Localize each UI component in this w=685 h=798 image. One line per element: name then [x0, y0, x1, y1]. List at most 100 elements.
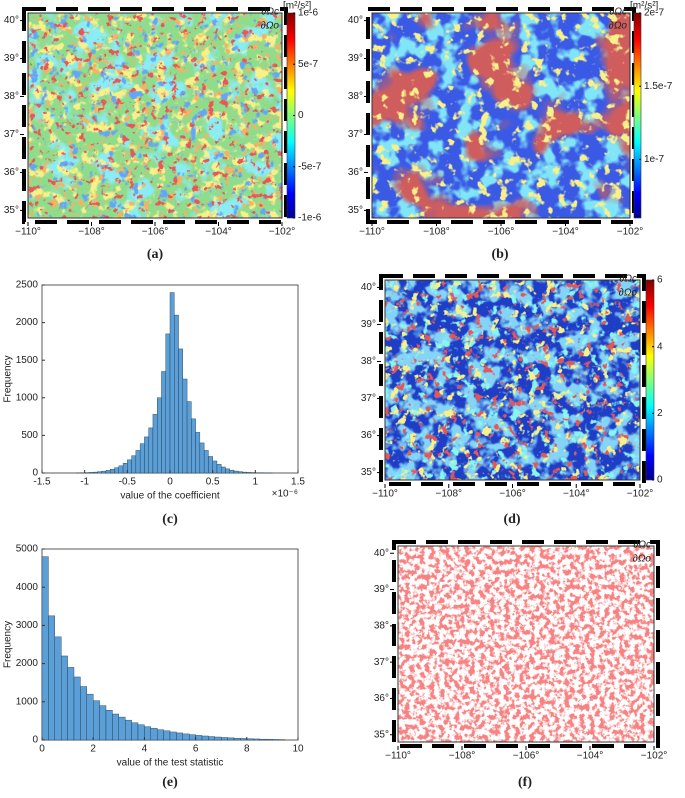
bar — [106, 710, 112, 740]
bar — [204, 450, 208, 473]
y-tick-label: 0 — [32, 468, 38, 479]
bar — [93, 701, 99, 740]
y-axis-label: Frequency — [3, 355, 14, 402]
bar — [157, 730, 163, 740]
y-tick-label: 36° — [348, 167, 363, 178]
bar — [176, 733, 182, 740]
y-tick-label: 35° — [4, 205, 19, 216]
x-tick-label: −110° — [15, 227, 41, 238]
x-tick-label: −104° — [552, 227, 579, 238]
y-tick-label: 38° — [374, 620, 389, 631]
bar — [260, 739, 266, 740]
colorbar-tick-label: 2 — [657, 408, 663, 419]
panel-label: (c) — [162, 512, 178, 527]
bar — [68, 667, 74, 740]
bar — [196, 735, 202, 740]
colorbar-unit: [m²/s²] — [283, 1, 312, 12]
bar — [234, 471, 238, 473]
bar — [132, 456, 136, 473]
y-tick-label: 40° — [348, 15, 363, 26]
y-tick-label: 39° — [4, 53, 19, 64]
x-tick-label: −104° — [205, 227, 232, 238]
boundary-label: ∂Ωc — [609, 7, 627, 18]
panel: −110°−108°−106°−104°−102°35°36°37°38°39°… — [374, 540, 667, 791]
y-tick-label: 39° — [374, 584, 389, 595]
bar — [221, 467, 225, 473]
colorbar-tick-label: 6 — [657, 275, 663, 286]
x-axis-label: value of the coefficient — [120, 491, 220, 502]
x-tick-label: −106° — [499, 489, 526, 500]
bar — [238, 472, 242, 473]
x-tick-label: −110° — [359, 227, 385, 238]
bar — [196, 432, 200, 473]
x-tick-label: -1 — [80, 477, 89, 488]
bar — [119, 466, 123, 473]
x-tick-label: 8 — [244, 744, 250, 755]
y-tick-label: 500 — [21, 430, 38, 441]
y-tick-label: 39° — [348, 53, 363, 64]
bar — [87, 694, 93, 740]
bar — [74, 677, 80, 740]
colorbar-unit: [m²/s²] — [630, 1, 659, 12]
x-tick-label: −102° — [269, 227, 296, 238]
panel: −110°−108°−106°−104°−102°35°36°37°38°39°… — [361, 274, 663, 528]
boundary-label: ∂Ωc — [619, 274, 637, 285]
bar — [191, 419, 195, 473]
bar — [144, 437, 148, 473]
bar — [189, 735, 195, 740]
bar — [42, 557, 48, 740]
bar — [106, 470, 110, 473]
boundary-label: ∂Ωc — [261, 7, 279, 18]
y-tick-label: 40° — [4, 15, 19, 26]
bar — [200, 443, 204, 473]
y-tick-label: 4000 — [16, 582, 39, 593]
colorbar-tick-label: 0 — [298, 110, 304, 121]
bar — [225, 469, 229, 473]
colorbar-tick-label: -5e-7 — [298, 161, 322, 172]
x-tick-label: −110° — [385, 751, 411, 762]
map-texture — [398, 546, 654, 742]
y-tick-label: 38° — [4, 91, 19, 102]
x-tick-label: −108° — [449, 751, 476, 762]
x-axis-label: value of the test statistic — [117, 758, 224, 769]
bar — [213, 461, 217, 473]
x-tick-label: −108° — [435, 489, 462, 500]
boundary-label: ∂Ωc — [633, 540, 651, 551]
bar — [183, 734, 189, 740]
bar — [110, 469, 114, 473]
x-tick-label: 1.5 — [291, 477, 305, 488]
x-tick-label: −106° — [513, 751, 540, 762]
y-tick-label: 35° — [361, 467, 376, 478]
x-tick-label: 2 — [90, 744, 96, 755]
y-tick-label: 3000 — [16, 620, 39, 631]
bar — [151, 728, 157, 740]
x-tick-label: 1 — [253, 477, 259, 488]
x-tick-label: −108° — [78, 227, 105, 238]
colorbar-tick-label: 1.5e-7 — [644, 81, 673, 92]
y-tick-label: 37° — [4, 129, 19, 140]
x-tick-label: −102° — [617, 227, 644, 238]
bar — [55, 637, 61, 740]
y-tick-label: 2500 — [16, 280, 39, 291]
colorbar-tick-label: 0 — [657, 475, 663, 486]
bar — [112, 714, 118, 740]
x-tick-label: 6 — [193, 744, 199, 755]
panel: −110°−108°−106°−104°−102°35°36°37°38°39°… — [348, 1, 673, 263]
y-tick-label: 36° — [374, 693, 389, 704]
y-tick-label: 1500 — [16, 355, 39, 366]
y-tick-label: 2000 — [16, 317, 39, 328]
y-tick-label: 35° — [348, 205, 363, 216]
colorbar-tick-label: 1e-7 — [644, 154, 664, 165]
x-tick-label: 0.5 — [206, 477, 220, 488]
bar — [102, 471, 106, 473]
panel-label: (f) — [518, 775, 532, 790]
bar — [208, 737, 214, 740]
bar — [166, 334, 170, 473]
boundary-label: ∂Ωo — [633, 554, 652, 565]
bar — [215, 737, 221, 740]
bar — [208, 456, 212, 473]
map-texture — [372, 13, 630, 218]
bar — [221, 737, 227, 740]
